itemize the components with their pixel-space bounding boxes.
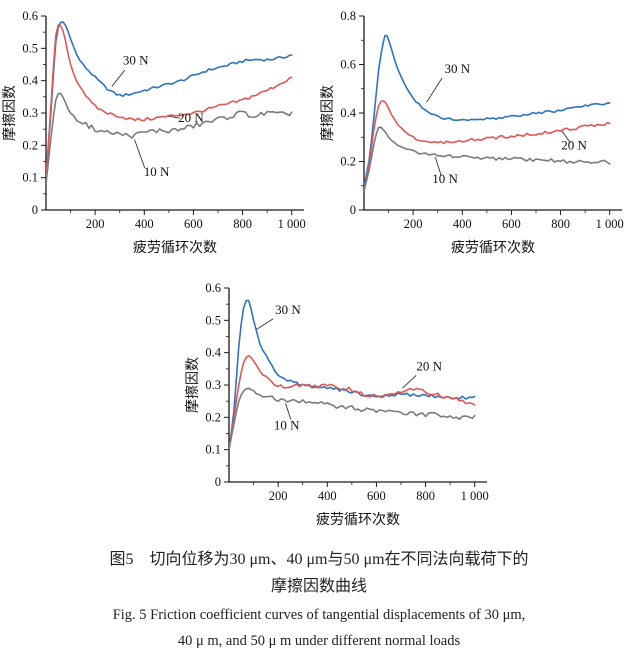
svg-text:0.3: 0.3	[22, 106, 38, 120]
caption-zh-line1: 图5 切向位移为30 μm、40 μm与50 μm在不同法向载荷下的	[109, 551, 529, 568]
annotation-30N: 30 N	[445, 61, 471, 76]
svg-text:400: 400	[318, 489, 337, 503]
series-line-30N	[364, 34, 611, 187]
series-line-20N	[46, 24, 293, 182]
series-line-30N	[229, 299, 476, 451]
y-axis-label: 摩擦因数	[185, 357, 201, 413]
series-line-20N	[364, 100, 611, 192]
svg-text:0.1: 0.1	[22, 171, 38, 185]
svg-text:0: 0	[32, 203, 38, 217]
series-line-20N	[229, 354, 476, 451]
chart-tangential-50um: 200 400 600 800 1 000 0 0.1 0.2 0.3 0.4 0.5 0.6 疲劳循环…	[185, 276, 497, 534]
caption-english: Fig. 5 Friction coefficient curves of ta…	[0, 602, 638, 654]
svg-text:0.2: 0.2	[22, 138, 38, 152]
svg-text:1 000: 1 000	[278, 217, 306, 231]
annotation-10N: 10 N	[144, 164, 170, 179]
svg-text:200: 200	[86, 217, 105, 231]
svg-text:0: 0	[215, 475, 221, 489]
svg-text:0.8: 0.8	[340, 9, 356, 23]
svg-text:0.5: 0.5	[22, 41, 38, 55]
chart-tangential-40um: 200 400 600 800 1 000 0 0.2 0.4 0.6 0.8 疲劳循环次数 摩擦因数…	[320, 4, 632, 262]
svg-text:1 000: 1 000	[596, 217, 624, 231]
top-charts-row: 200 400 600 800 1 000 0 0.1 0.2 0.3 0.4 0.5 0.6 疲劳循环…	[0, 4, 638, 262]
svg-text:0.2: 0.2	[340, 155, 356, 169]
y-axis-label: 摩擦因数	[320, 85, 336, 141]
caption-chinese: 图5 切向位移为30 μm、40 μm与50 μm在不同法向载荷下的 摩擦因数曲…	[0, 546, 638, 600]
series-line-30N	[46, 21, 293, 179]
series-line-10N	[229, 387, 476, 451]
caption-en-line2: 40 μ m, and 50 μ m under different norma…	[177, 633, 461, 650]
caption-en-line1: Fig. 5 Friction coefficient curves of ta…	[112, 607, 526, 624]
svg-text:0.6: 0.6	[22, 9, 38, 23]
annotation-10N: 10 N	[432, 171, 458, 186]
svg-text:0.1: 0.1	[205, 443, 221, 457]
y-axis-label: 摩擦因数	[2, 85, 18, 141]
series-line-10N	[364, 126, 611, 192]
svg-text:0.2: 0.2	[205, 410, 221, 424]
annotation-30N: 30 N	[275, 302, 301, 317]
chart-tangential-30um: 200 400 600 800 1 000 0 0.1 0.2 0.3 0.4 0.5 0.6 疲劳循环…	[2, 4, 314, 262]
x-axis-label: 疲劳循环次数	[316, 511, 400, 528]
svg-text:0.5: 0.5	[205, 313, 221, 327]
svg-text:0.4: 0.4	[22, 74, 38, 88]
svg-text:600: 600	[184, 217, 203, 231]
annotation-20N: 20 N	[561, 137, 587, 152]
svg-text:600: 600	[502, 217, 521, 231]
svg-text:200: 200	[404, 217, 423, 231]
caption-zh-line2: 摩擦因数曲线	[270, 578, 367, 596]
svg-text:800: 800	[233, 217, 252, 231]
series-line-10N	[46, 92, 293, 185]
annotation-20N: 20 N	[416, 358, 442, 373]
svg-text:0.4: 0.4	[205, 346, 221, 360]
svg-text:0.3: 0.3	[205, 378, 221, 392]
bottom-chart-row: 200 400 600 800 1 000 0 0.1 0.2 0.3 0.4 0.5 0.6 疲劳循环…	[185, 276, 638, 534]
svg-text:400: 400	[453, 217, 472, 231]
x-axis-label: 疲劳循环次数	[133, 239, 217, 256]
svg-text:0: 0	[350, 203, 356, 217]
x-axis-label: 疲劳循环次数	[451, 239, 535, 256]
svg-text:0.6: 0.6	[340, 58, 356, 72]
svg-text:0.4: 0.4	[340, 106, 356, 120]
svg-text:600: 600	[367, 489, 386, 503]
svg-text:800: 800	[416, 489, 435, 503]
annotation-30N: 30 N	[123, 53, 149, 68]
svg-text:800: 800	[551, 217, 570, 231]
svg-text:0.6: 0.6	[205, 281, 221, 295]
annotation-20N: 20 N	[178, 110, 204, 125]
annotation-10N: 10 N	[274, 418, 300, 433]
svg-text:400: 400	[135, 217, 154, 231]
svg-text:1 000: 1 000	[461, 489, 489, 503]
svg-text:200: 200	[269, 489, 288, 503]
